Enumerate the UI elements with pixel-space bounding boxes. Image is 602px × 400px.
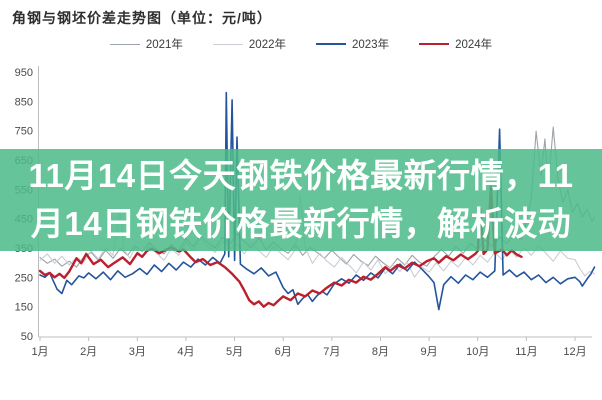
legend-line-swatch bbox=[419, 43, 450, 45]
y-axis-tick-label: 150 bbox=[15, 302, 33, 314]
legend-item-2024年: 2024年 bbox=[419, 36, 492, 52]
chart-legend: 2021年 2022年 2023年 2024年 bbox=[0, 36, 602, 52]
x-axis-tick-label: 11月 bbox=[515, 346, 537, 358]
legend-line-swatch bbox=[316, 43, 346, 45]
legend-line-swatch bbox=[109, 43, 140, 45]
legend-line-swatch bbox=[212, 43, 243, 45]
x-axis-tick-label: 6月 bbox=[275, 346, 292, 358]
x-axis-tick-label: 3月 bbox=[129, 346, 146, 358]
legend-item-2021年: 2021年 bbox=[109, 36, 183, 52]
legend-label: 2023年 bbox=[352, 39, 390, 51]
x-axis-tick-label: 7月 bbox=[323, 346, 340, 358]
x-axis-tick-label: 5月 bbox=[226, 346, 243, 358]
x-axis-tick-label: 12月 bbox=[563, 346, 586, 358]
y-axis-tick-label: 50 bbox=[21, 331, 33, 343]
series-line-2022年 bbox=[39, 194, 596, 278]
x-axis-tick-label: 4月 bbox=[177, 346, 194, 358]
headline-overlay: 11月14日今天钢铁价格最新行情，11 月14日钢铁价格最新行情，解析波动 bbox=[0, 149, 602, 251]
x-axis-tick-label: 1月 bbox=[31, 346, 48, 358]
x-axis-tick-label: 9月 bbox=[421, 346, 438, 358]
legend-label: 2022年 bbox=[248, 39, 286, 51]
legend-label: 2024年 bbox=[455, 39, 493, 51]
legend-label: 2021年 bbox=[145, 39, 183, 51]
legend-item-2022年: 2022年 bbox=[212, 36, 286, 52]
y-axis-tick-label: 850 bbox=[15, 96, 33, 108]
x-axis-tick-label: 8月 bbox=[372, 346, 389, 358]
legend-item-2023年: 2023年 bbox=[316, 36, 389, 52]
chart-title: 角钢与钢坯价差走势图（单位：元/吨） bbox=[12, 10, 272, 26]
x-axis-tick-label: 2月 bbox=[80, 346, 97, 358]
y-axis-tick-label: 950 bbox=[15, 67, 33, 79]
headline-line-2: 月14日钢铁价格最新行情，解析波动 bbox=[30, 205, 572, 242]
headline-line-1: 11月14日今天钢铁价格最新行情，11 bbox=[28, 157, 574, 194]
series-line-2024年 bbox=[38, 185, 523, 308]
y-axis-tick-label: 250 bbox=[15, 272, 33, 284]
y-axis-tick-label: 750 bbox=[15, 126, 33, 138]
x-axis-tick-label: 10月 bbox=[466, 346, 489, 358]
